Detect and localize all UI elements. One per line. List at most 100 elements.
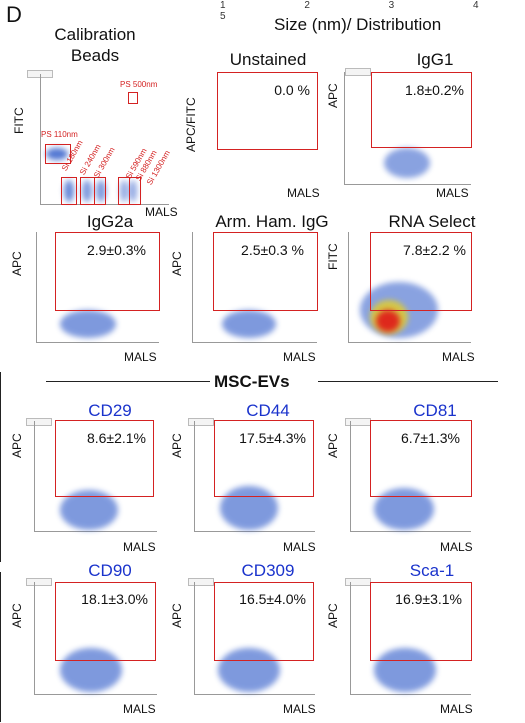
plot-axes (34, 421, 157, 532)
ps110-cluster (46, 148, 68, 160)
plot-toolbar (26, 578, 52, 586)
si-cluster-4 (120, 180, 128, 202)
event-cloud (222, 310, 276, 338)
plot-axes (194, 421, 315, 532)
plot-toolbar (188, 578, 214, 586)
plot-title-arm-ham-igg: Arm. Ham. IgG (215, 212, 329, 231)
plot-title-rna-select: RNA Select (388, 212, 476, 231)
plot-title-igg1: IgG1 (416, 50, 454, 69)
calibration-title-line2: Beads (70, 46, 120, 65)
plot-ylabel: APC (10, 433, 24, 458)
gate-box (370, 232, 472, 311)
si-cluster-2 (82, 180, 92, 202)
size-distribution-header: Size (nm)/ Distribution (274, 15, 442, 34)
plot-title-cd90: CD90 (88, 561, 132, 580)
plot-title-cd81: CD81 (413, 401, 457, 420)
plot-xlabel: MALS (283, 702, 316, 716)
gate-box (55, 232, 160, 311)
plot-title-cd29: CD29 (88, 401, 132, 420)
panel-letter: D (6, 2, 22, 27)
plot-toolbar (345, 68, 371, 76)
plot-axes (34, 582, 157, 695)
gate-percent: 2.9±0.3% (86, 242, 146, 258)
plot-ylabel: APC (326, 83, 340, 108)
gate-box (55, 582, 156, 661)
plot-ylabel: APC (170, 433, 184, 458)
event-cloud (384, 148, 430, 178)
event-cloud (218, 648, 280, 692)
gate-percent: 18.1±3.0% (81, 591, 148, 607)
event-cloud (374, 488, 434, 530)
plot-ylabel: APC (10, 251, 24, 276)
plot-axes (348, 232, 471, 343)
calibration-title-line1: Calibration (54, 25, 136, 44)
gate-percent: 2.5±0.3 % (241, 242, 304, 258)
gate-percent: 8.6±2.1% (86, 430, 146, 446)
gate-box (370, 582, 472, 661)
event-cloud (60, 310, 116, 338)
plot-ylabel: FITC (326, 243, 340, 270)
si180-gate (61, 177, 77, 205)
plot-ylabel: APC/FITC (184, 97, 198, 152)
plot-ylabel: APC (170, 603, 184, 628)
si-cluster-1 (64, 180, 74, 202)
gate-box (213, 232, 318, 311)
si880-gate (129, 177, 141, 205)
plot-ylabel: APC (170, 251, 184, 276)
plot-xlabel: MALS (436, 186, 469, 200)
plot-xlabel: MALS (287, 186, 320, 200)
plot-axes (192, 232, 317, 343)
event-cloud (60, 648, 122, 692)
event-cloud (374, 648, 436, 692)
divider-right (318, 381, 498, 382)
plot-xlabel: MALS (283, 350, 316, 364)
si300-gate (94, 177, 106, 205)
event-cloud (220, 486, 278, 530)
top-tick-labels: 1 2 3 4 5 (220, 0, 517, 22)
plot-title-cd309: CD309 (241, 561, 295, 580)
section-title: MSC-EVs (214, 372, 290, 391)
gate-box (55, 420, 154, 497)
si-cluster-3 (96, 180, 106, 202)
plot-xlabel: MALS (123, 702, 156, 716)
left-bracket-upper (0, 372, 1, 562)
plot-title-unstained: Unstained (229, 50, 307, 69)
plot-axes (344, 72, 471, 185)
gate-percent: 16.9±3.1% (395, 591, 462, 607)
plot-title-sca-1: Sca-1 (409, 561, 455, 580)
plot-axes (350, 421, 471, 532)
calibration-label: PS 110nm (41, 130, 78, 139)
plot-xlabel: MALS (440, 702, 473, 716)
gate-percent: 17.5±4.3% (239, 430, 306, 446)
ps110-gate (45, 144, 71, 164)
gate-box (371, 72, 472, 148)
plot-axes (350, 582, 471, 695)
plot-axes (194, 582, 315, 695)
divider-left (46, 381, 210, 382)
plot-xlabel: MALS (124, 350, 157, 364)
calibration-title: Calibration Beads (30, 24, 160, 66)
gate-percent: 6.7±1.3% (400, 430, 460, 446)
calibration-label: PS 500nm (120, 80, 158, 89)
gate-box (370, 420, 472, 497)
si240-gate (80, 177, 95, 205)
gate-box (217, 72, 318, 150)
gate-box (214, 420, 314, 497)
gate-percent: 7.8±2.2 % (403, 242, 466, 258)
plot-title-igg2a: IgG2a (86, 212, 134, 231)
gate-box (214, 582, 314, 661)
si-cluster-5 (129, 180, 137, 202)
plot-toolbar (188, 418, 214, 426)
left-bracket-lower (0, 572, 1, 722)
event-cloud-core (376, 310, 400, 332)
plot-axes (36, 232, 159, 343)
gate-percent: 16.5±4.0% (239, 591, 306, 607)
plot-ylabel: APC (10, 603, 24, 628)
ps500-gate (128, 92, 138, 104)
calibration-xlabel: MALS (145, 205, 178, 219)
plot-xlabel: MALS (440, 540, 473, 554)
plot-title-cd44: CD44 (246, 401, 290, 420)
gate-percent: 0.0 % (274, 82, 310, 98)
plot-ylabel: APC (326, 603, 340, 628)
calibration-ylabel: FITC (12, 107, 26, 134)
